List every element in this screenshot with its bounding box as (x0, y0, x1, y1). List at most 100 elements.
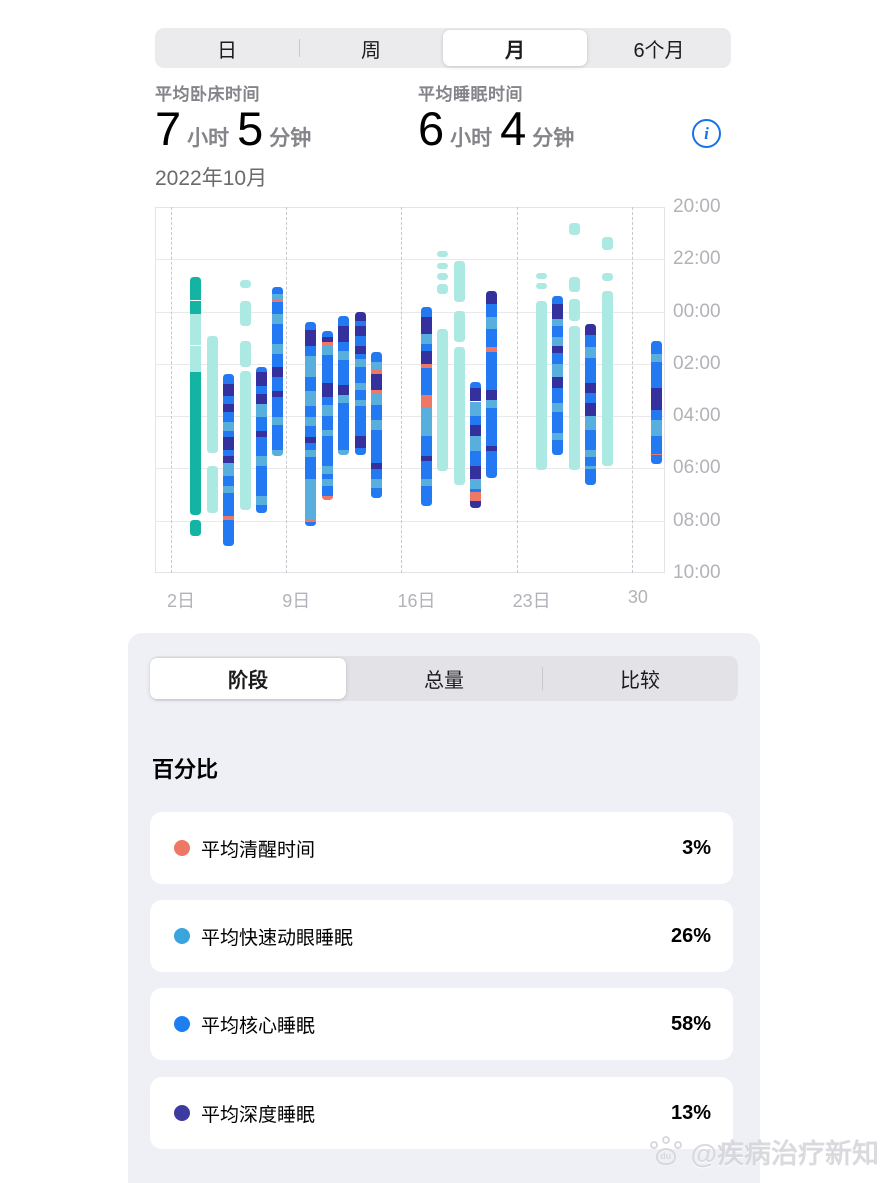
sleep-bar-segment[interactable] (420, 408, 432, 437)
sleep-bar-segment[interactable] (453, 347, 465, 485)
sleep-bar-segment[interactable] (305, 518, 317, 523)
sleep-bar-segment[interactable] (256, 496, 267, 505)
sleep-stages-chart[interactable]: 20:00 22:00 00:00 02:00 04:00 06:00 08:00 10:00… (155, 196, 721, 611)
sleep-bar-segment[interactable] (190, 371, 202, 516)
sleep-bar-segment[interactable] (568, 222, 580, 235)
sleep-bar-segment[interactable] (420, 461, 432, 480)
sleep-bar-segment[interactable] (420, 436, 432, 457)
sleep-bar-segment[interactable] (239, 301, 251, 327)
sleep-bar-segment[interactable] (190, 276, 202, 300)
sleep-bar-segment[interactable] (305, 416, 317, 426)
sleep-bar-segment[interactable] (486, 347, 498, 353)
sleep-bar-segment[interactable] (223, 486, 235, 494)
sleep-bar-segment[interactable] (651, 388, 663, 410)
sleep-bar-segment[interactable] (371, 487, 383, 498)
sleep-bar-segment[interactable] (272, 299, 284, 303)
sleep-bar-segment[interactable] (552, 304, 564, 319)
sleep-bar-segment[interactable] (223, 383, 235, 396)
sleep-bar-segment[interactable] (354, 358, 366, 367)
sleep-bar-segment[interactable] (552, 388, 564, 404)
sleep-bar-segment[interactable] (371, 419, 383, 430)
sleep-bar-segment[interactable] (371, 429, 383, 463)
sleep-bar-segment[interactable] (651, 455, 663, 465)
sleep-bar-segment[interactable] (272, 287, 284, 295)
sleep-bar-segment[interactable] (321, 479, 333, 486)
sleep-bar-segment[interactable] (585, 403, 597, 417)
sleep-bar-segment[interactable] (552, 326, 564, 338)
sleep-bar-segment[interactable] (651, 436, 663, 454)
sleep-bar-segment[interactable] (651, 453, 663, 457)
sleep-bar-segment[interactable] (338, 350, 350, 361)
sleep-bar-segment[interactable] (552, 432, 564, 441)
sleep-bar-segment[interactable] (371, 393, 383, 405)
sleep-bar-segment[interactable] (223, 436, 235, 451)
sleep-bar-segment[interactable] (305, 425, 317, 437)
sleep-bar-segment[interactable] (223, 411, 235, 422)
sleep-bar-segment[interactable] (469, 388, 481, 402)
sleep-bar-segment[interactable] (420, 485, 432, 507)
sleep-bar-segment[interactable] (256, 505, 267, 514)
sleep-bar-segment[interactable] (552, 363, 564, 377)
sleep-bar-segment[interactable] (305, 322, 317, 330)
sleep-bar-segment[interactable] (190, 346, 202, 372)
sleep-bar-segment[interactable] (486, 390, 498, 400)
sleep-bar-segment[interactable] (305, 456, 317, 480)
sleep-bar-segment[interactable] (305, 329, 317, 347)
sleep-bar-segment[interactable] (420, 343, 432, 351)
sleep-bar-segment[interactable] (437, 284, 449, 295)
sleep-bar-segment[interactable] (420, 350, 432, 364)
sleep-bar-segment[interactable] (601, 236, 613, 250)
sleep-bar-segment[interactable] (486, 451, 498, 478)
sleep-bar-segment[interactable] (321, 355, 333, 384)
sleep-bar-segment[interactable] (469, 466, 481, 480)
sleep-bar-segment[interactable] (338, 360, 350, 386)
sleep-bar-segment[interactable] (223, 456, 235, 464)
sleep-bar-segment[interactable] (272, 390, 284, 397)
sleep-bar-segment[interactable] (223, 430, 235, 437)
sleep-bar-segment[interactable] (568, 325, 580, 470)
sleep-bar-segment[interactable] (256, 456, 267, 467)
sleep-bar-segment[interactable] (256, 385, 267, 394)
sleep-bar-segment[interactable] (354, 353, 366, 359)
sleep-bar-segment[interactable] (420, 333, 432, 344)
sleep-bar-segment[interactable] (469, 491, 481, 501)
sleep-bar-segment[interactable] (585, 393, 597, 404)
sleep-bar-segment[interactable] (437, 272, 449, 281)
tab-comparisons[interactable]: 比较 (620, 670, 660, 692)
sleep-bar-segment[interactable] (371, 462, 383, 470)
sleep-bar-segment[interactable] (223, 403, 235, 412)
sleep-bar-segment[interactable] (486, 408, 498, 447)
sleep-bar-segment[interactable] (420, 317, 432, 334)
sleep-bar-segment[interactable] (272, 416, 284, 426)
sleep-bar-segment[interactable] (256, 430, 267, 437)
sleep-bar-segment[interactable] (256, 416, 267, 431)
sleep-bar-segment[interactable] (223, 463, 235, 477)
sleep-bar-segment[interactable] (223, 516, 235, 520)
sleep-bar-segment[interactable] (552, 318, 564, 327)
sleep-bar-segment[interactable] (651, 340, 663, 354)
sleep-bar-segment[interactable] (305, 522, 317, 526)
sleep-bar-segment[interactable] (437, 262, 449, 270)
sleep-bar-segment[interactable] (651, 353, 663, 363)
sleep-bar-segment[interactable] (338, 403, 350, 450)
tab-amounts[interactable]: 总量 (424, 670, 464, 692)
sleep-bar-segment[interactable] (568, 299, 580, 321)
sleep-bar-segment[interactable] (651, 409, 663, 420)
sleep-bar-segment[interactable] (585, 429, 597, 450)
sleep-bar-segment[interactable] (486, 352, 498, 390)
sleep-bar-segment[interactable] (552, 346, 564, 353)
sleep-bar-segment[interactable] (453, 261, 465, 303)
sleep-bar-segment[interactable] (190, 519, 202, 537)
sleep-bar-segment[interactable] (256, 366, 267, 372)
sleep-bar-segment[interactable] (371, 373, 383, 390)
sleep-bar-segment[interactable] (354, 345, 366, 354)
sleep-bar-segment[interactable] (420, 394, 432, 409)
sleep-bar-segment[interactable] (272, 396, 284, 417)
sleep-bar-segment[interactable] (469, 424, 481, 437)
sleep-bar-segment[interactable] (354, 325, 366, 336)
sleep-bar-segment[interactable] (321, 404, 333, 417)
sleep-bar-segment[interactable] (223, 519, 235, 547)
sleep-bar-segment[interactable] (354, 406, 366, 437)
sleep-bar-segment[interactable] (272, 294, 284, 300)
sleep-bar-segment[interactable] (305, 356, 317, 377)
